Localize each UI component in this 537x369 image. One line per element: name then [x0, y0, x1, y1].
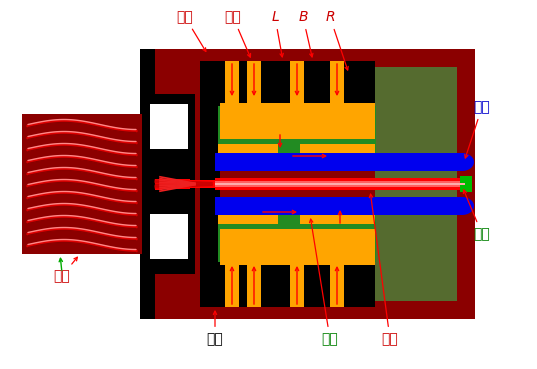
Text: 锁销: 锁销 — [463, 190, 490, 241]
Bar — [215, 153, 462, 171]
Polygon shape — [462, 153, 474, 171]
Bar — [290, 263, 304, 307]
Text: 壳体: 壳体 — [177, 10, 206, 51]
Bar — [220, 247, 375, 265]
Bar — [225, 263, 239, 307]
Bar — [150, 214, 188, 259]
Bar — [155, 179, 160, 190]
Bar — [22, 114, 142, 254]
Bar — [300, 209, 375, 224]
Bar — [170, 179, 175, 189]
Bar — [160, 179, 165, 189]
Bar — [140, 49, 155, 319]
Bar — [200, 61, 375, 111]
Bar — [290, 61, 304, 105]
Bar — [220, 103, 375, 121]
Bar — [200, 180, 205, 188]
Bar — [218, 214, 376, 262]
Bar — [218, 144, 278, 159]
Bar — [175, 179, 180, 189]
Bar — [200, 257, 375, 307]
Bar — [155, 49, 185, 319]
Bar — [180, 179, 185, 189]
Bar — [195, 180, 200, 188]
Text: 锁销: 锁销 — [224, 10, 251, 57]
Bar — [185, 49, 475, 319]
Bar — [247, 263, 261, 307]
Bar — [190, 180, 195, 189]
Text: B: B — [298, 10, 313, 57]
Bar — [165, 179, 170, 189]
Text: 阀体: 阀体 — [207, 311, 223, 346]
Text: 扭杆: 扭杆 — [369, 194, 398, 346]
Bar — [300, 144, 375, 159]
Bar — [330, 263, 344, 307]
Bar — [200, 111, 220, 257]
Bar — [220, 229, 375, 249]
Bar — [215, 181, 465, 187]
Bar — [215, 178, 465, 190]
Polygon shape — [462, 197, 474, 215]
Text: L: L — [271, 10, 284, 57]
Text: 阀芯: 阀芯 — [309, 219, 338, 346]
Bar — [210, 180, 215, 188]
Bar — [218, 209, 278, 224]
Bar — [225, 61, 239, 105]
Text: 齿轮: 齿轮 — [54, 257, 77, 283]
Bar — [460, 176, 472, 192]
Bar — [205, 180, 210, 188]
Bar — [215, 183, 465, 185]
Bar — [220, 119, 375, 139]
Bar — [247, 61, 261, 105]
Bar — [218, 106, 376, 154]
Text: R: R — [325, 10, 348, 70]
Bar — [215, 197, 462, 215]
Bar — [185, 179, 190, 189]
Bar — [140, 94, 195, 274]
Bar — [375, 67, 457, 301]
Bar — [150, 104, 188, 149]
Text: 短轴: 短轴 — [465, 100, 490, 158]
Bar — [330, 61, 344, 105]
